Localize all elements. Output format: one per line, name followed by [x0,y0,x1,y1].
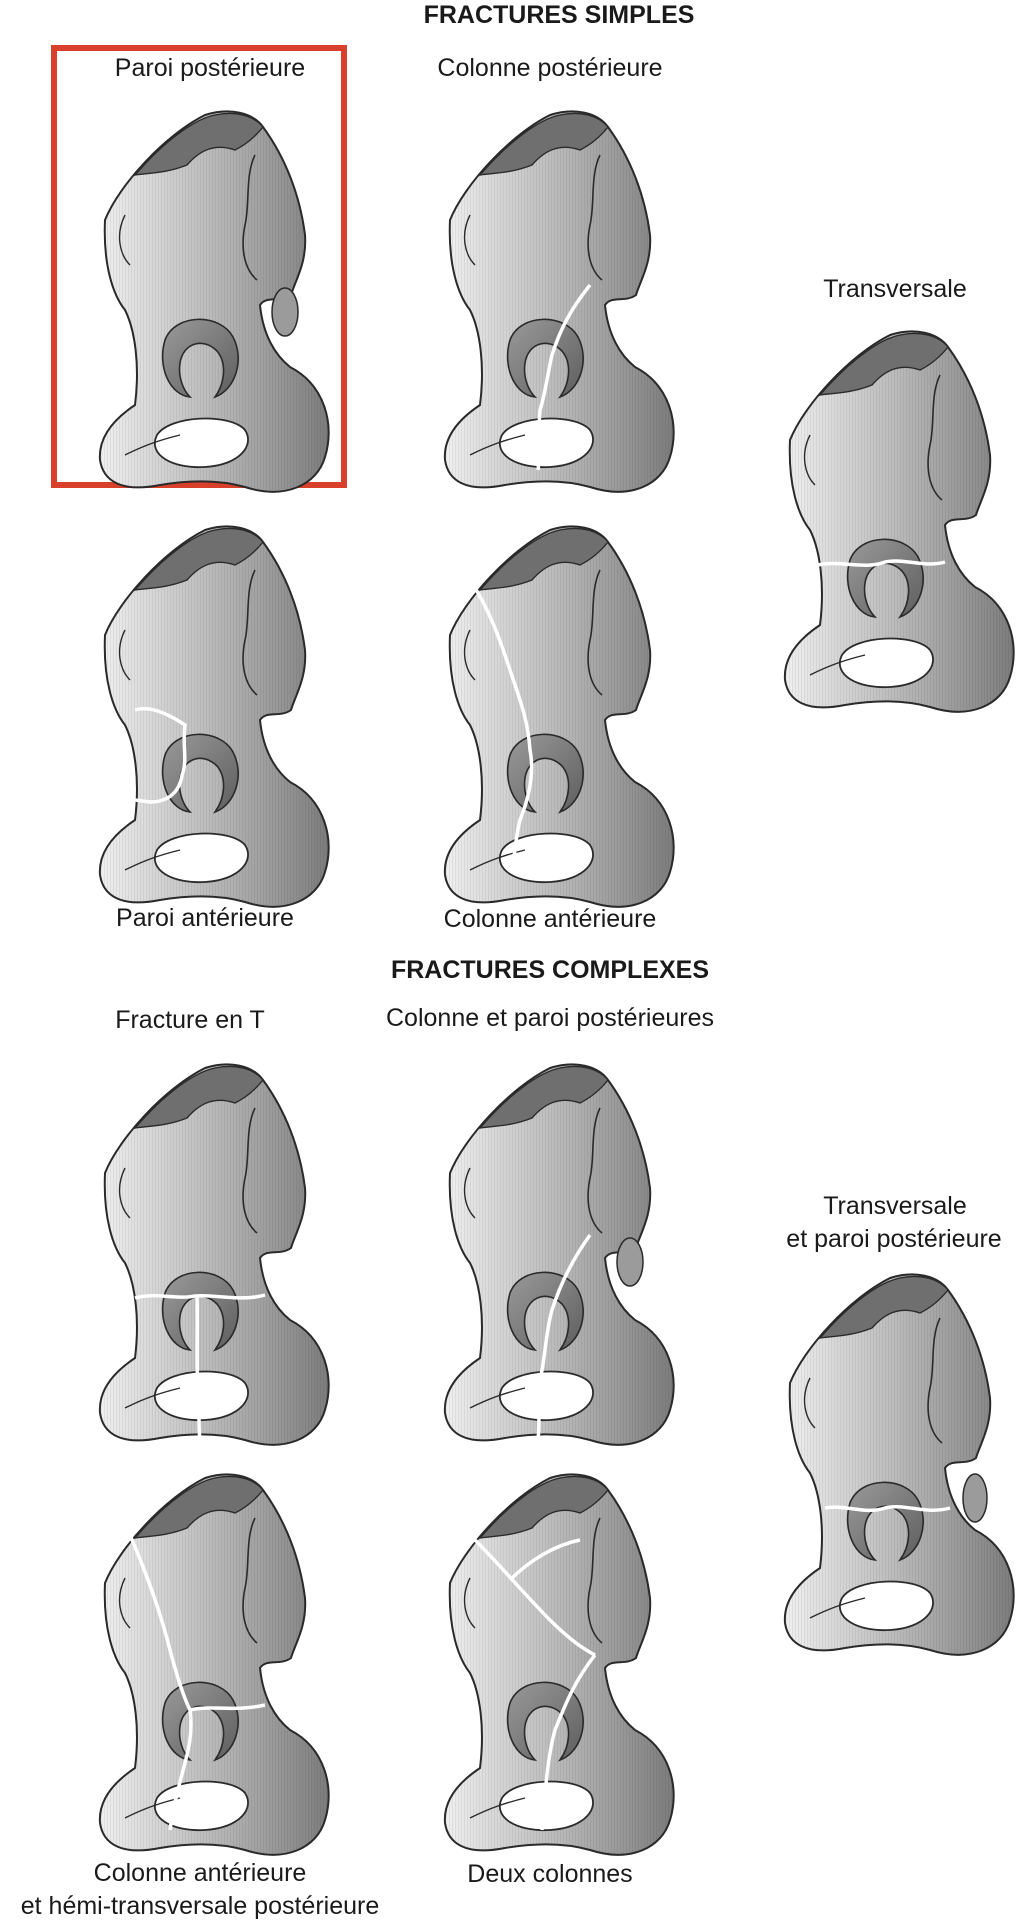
heading-simple-fractures: FRACTURES SIMPLES [423,1,695,29]
label-colonne-anterieure-hemi-line1: Colonne antérieure [93,1859,307,1887]
label-transversale-paroi-line1: Transversale [823,1192,967,1220]
label-transversale-paroi-line2: et paroi postérieure [786,1225,1002,1253]
label-paroi-anterieure: Paroi antérieure [116,904,294,932]
heading-complex-fractures: FRACTURES COMPLEXES [390,956,710,984]
label-deux-colonnes: Deux colonnes [467,1860,633,1888]
highlight-box [51,45,347,488]
label-transversale: Transversale [823,275,967,303]
label-fracture-en-t: Fracture en T [115,1006,265,1034]
label-colonne-posterieure: Colonne postérieure [437,54,663,82]
label-colonne-anterieure: Colonne antérieure [443,905,657,933]
label-colonne-anterieure-hemi-line2: et hémi-transversale postérieure [20,1892,380,1920]
label-paroi-posterieure: Paroi postérieure [114,54,306,82]
label-colonne-et-paroi-posterieures: Colonne et paroi postérieures [386,1004,714,1032]
